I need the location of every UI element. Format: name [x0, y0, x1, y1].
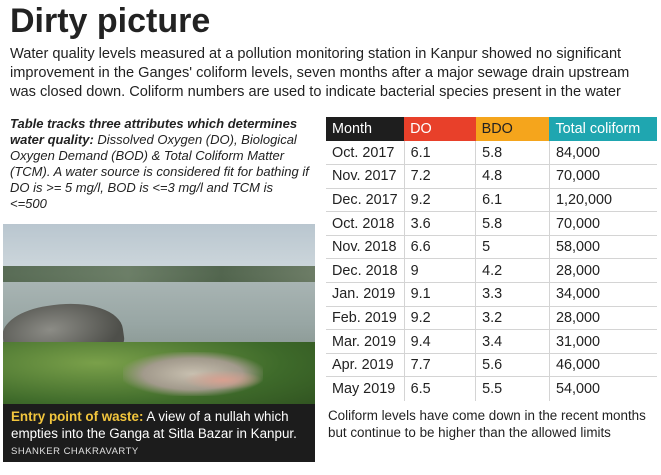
cell-do: 9.4 — [403, 329, 476, 354]
water-quality-table: Month DO BDO Total coliform Oct. 2017 6.1… — [326, 117, 657, 401]
intro-paragraph: Water quality levels measured at a pollu… — [10, 46, 630, 100]
cell-month: Nov. 2017 — [326, 164, 405, 189]
header-do: DO — [404, 117, 476, 141]
header-total-coliform: Total coliform — [549, 117, 657, 141]
cell-month: Jan. 2019 — [326, 282, 405, 307]
table-row: Mar. 2019 9.4 3.4 31,000 — [326, 329, 657, 354]
cell-month: May 2019 — [332, 380, 396, 397]
cell-month: Mar. 2019 — [326, 329, 405, 354]
table-row: Dec. 2017 9.2 6.1 1,20,000 — [326, 188, 657, 213]
conclusion-text: Coliform levels have come down in the re… — [328, 408, 646, 440]
table-note-italic: Dissolved Oxygen (DO), Biological Oxygen… — [10, 132, 309, 211]
cell-total-coliform: 58,000 — [548, 235, 657, 260]
cell-bdo: 5.5 — [475, 376, 550, 401]
table-row: Nov. 2018 6.6 5 58,000 — [326, 235, 657, 260]
table-body: Oct. 2017 6.1 5.8 84,000 Nov. 2017 7.2 4.8 70,0… — [326, 141, 657, 401]
cell-total-coliform: 70,000 — [548, 211, 657, 236]
cell-month: Nov. 2018 — [326, 235, 405, 260]
header-month: Month — [326, 117, 405, 141]
cell-bdo: 4.2 — [475, 258, 550, 284]
cell-do: 9.2 — [403, 188, 476, 213]
cell-do: 6.1 — [403, 141, 476, 166]
table-row: Oct. 2017 6.1 5.8 84,000 — [326, 141, 657, 166]
cell-do: 9.1 — [403, 282, 476, 307]
photo-caption: Entry point of waste: A view of a nullah… — [3, 404, 315, 462]
cell-bdo: 5.6 — [475, 353, 550, 378]
cell-total-coliform: 46,000 — [548, 353, 657, 378]
cell-bdo: 3.4 — [475, 329, 550, 354]
cell-do: 7.2 — [403, 164, 476, 189]
table-note: Table tracks three attributes which dete… — [10, 116, 310, 212]
cell-month: Apr. 2019 — [326, 353, 405, 378]
cell-do: 7.7 — [403, 353, 476, 378]
cell-month: Oct. 2017 — [326, 141, 405, 166]
headline: Dirty picture — [10, 2, 211, 40]
cell-do: 6.5 — [403, 376, 476, 401]
cell-bdo: 4.8 — [475, 164, 550, 189]
table-row: May 2019 6.5 5.5 54,000 — [326, 376, 657, 401]
cell-month: Feb. 2019 — [326, 306, 405, 331]
cell-month: Dec. 2017 — [326, 188, 405, 213]
cell-month: Dec. 2018 — [326, 258, 405, 284]
photo-debris — [183, 370, 263, 390]
cell-bdo: 5 — [475, 235, 550, 260]
caption-lead: Entry point of waste: — [11, 409, 144, 424]
caption-text: A view of a nullah which empties into th… — [11, 409, 297, 441]
cell-total-coliform: 34,000 — [548, 282, 657, 307]
table-row: Oct. 2018 3.6 5.8 70,000 — [326, 211, 657, 236]
table-row: Dec. 2018 9 4.2 28,000 — [326, 258, 657, 284]
cell-do: 9.2 — [403, 306, 476, 331]
photo-credit: SHANKER CHAKRAVARTY — [11, 446, 139, 457]
table-note-bold: Table tracks three attributes which dete… — [10, 116, 298, 147]
cell-bdo: 5.8 — [475, 141, 550, 166]
table-row: Nov. 2017 7.2 4.8 70,000 — [326, 164, 657, 189]
cell-total-coliform: 28,000 — [548, 306, 657, 331]
cell-total-coliform: 84,000 — [548, 141, 657, 166]
cell-do: 3.6 — [403, 211, 476, 236]
header-bdo: BDO — [475, 117, 550, 141]
cell-total-coliform: 70,000 — [548, 164, 657, 189]
river-photo — [3, 224, 315, 404]
cell-total-coliform: 1,20,000 — [548, 188, 657, 213]
table-header-row: Month DO BDO Total coliform — [326, 117, 657, 141]
cell-total-coliform: 31,000 — [548, 329, 657, 354]
cell-total-coliform: 28,000 — [548, 258, 657, 284]
table-row: Apr. 2019 7.7 5.6 46,000 — [326, 353, 657, 378]
cell-do: 6.6 — [403, 235, 476, 260]
cell-bdo: 3.3 — [475, 282, 550, 307]
cell-bdo: 3.2 — [475, 306, 550, 331]
table-row: Jan. 2019 9.1 3.3 34,000 — [326, 282, 657, 307]
table-row: Feb. 2019 9.2 3.2 28,000 — [326, 306, 657, 331]
cell-total-coliform: 54,000 — [548, 376, 657, 401]
cell-month: Oct. 2018 — [326, 211, 405, 236]
cell-bdo: 6.1 — [475, 188, 550, 213]
cell-bdo: 5.8 — [475, 211, 550, 236]
cell-do: 9 — [403, 258, 476, 284]
photo-treeline — [3, 266, 315, 282]
